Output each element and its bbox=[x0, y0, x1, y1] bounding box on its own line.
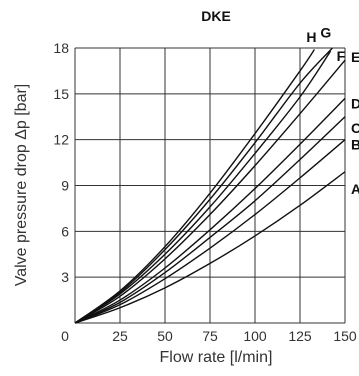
curve-e bbox=[74, 59, 346, 324]
x-tick-label: 100 bbox=[243, 328, 267, 344]
y-axis-title: Valve pressure drop Δp [bar] bbox=[13, 84, 30, 287]
curve-a bbox=[74, 171, 346, 324]
curve-labels: H GF E DCB A bbox=[306, 25, 359, 197]
x-tick-label: 150 bbox=[333, 328, 357, 344]
curve-d bbox=[74, 97, 346, 324]
y-axis-ticks: 3 6 9 12 15 18 bbox=[53, 40, 69, 285]
curve-h bbox=[74, 47, 333, 324]
curve-label-b: B bbox=[351, 137, 359, 153]
curve-b bbox=[74, 139, 346, 324]
y-tick-label: 9 bbox=[61, 178, 69, 194]
x-tick-label: 125 bbox=[288, 328, 312, 344]
y-tick-label: 12 bbox=[53, 132, 69, 148]
curve-f bbox=[74, 50, 332, 324]
curve-label-d: D bbox=[351, 95, 359, 111]
y-tick-label: 6 bbox=[61, 223, 69, 239]
curve-label-c: C bbox=[351, 120, 359, 136]
x-tick-label: 75 bbox=[202, 328, 218, 344]
x-tick-label: 25 bbox=[112, 328, 128, 344]
curve-label-f: F bbox=[337, 48, 346, 64]
curves bbox=[74, 47, 346, 324]
y-tick-label: 15 bbox=[53, 86, 69, 102]
grid bbox=[74, 47, 346, 324]
curve-label-a: A bbox=[351, 181, 359, 197]
x-tick-label: 50 bbox=[157, 328, 173, 344]
curve-label-g: G bbox=[320, 25, 331, 41]
chart-title: DKE bbox=[201, 8, 231, 24]
y-tick-label: 3 bbox=[61, 269, 69, 285]
curve-label-h: H bbox=[306, 29, 316, 45]
curve-g bbox=[74, 49, 315, 324]
y-tick-label: 18 bbox=[53, 40, 69, 56]
x-tick-label: 0 bbox=[61, 328, 69, 344]
x-axis-title: Flow rate [l/min] bbox=[160, 349, 273, 366]
curve-c bbox=[74, 116, 346, 324]
curve-label-e: E bbox=[351, 49, 359, 65]
x-axis-ticks: 0 25 50 75 100 125 150 bbox=[61, 328, 357, 344]
